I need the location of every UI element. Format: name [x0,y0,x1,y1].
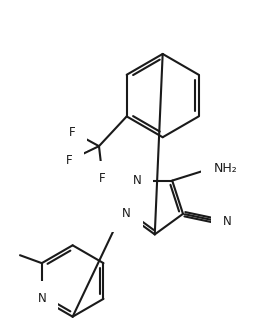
Text: N: N [37,292,46,305]
Text: N: N [223,215,232,228]
Text: F: F [69,126,76,139]
Text: F: F [99,173,105,185]
Text: F: F [66,154,73,167]
Text: NH₂: NH₂ [214,162,237,175]
Text: N: N [122,207,131,220]
Text: N: N [133,174,142,187]
